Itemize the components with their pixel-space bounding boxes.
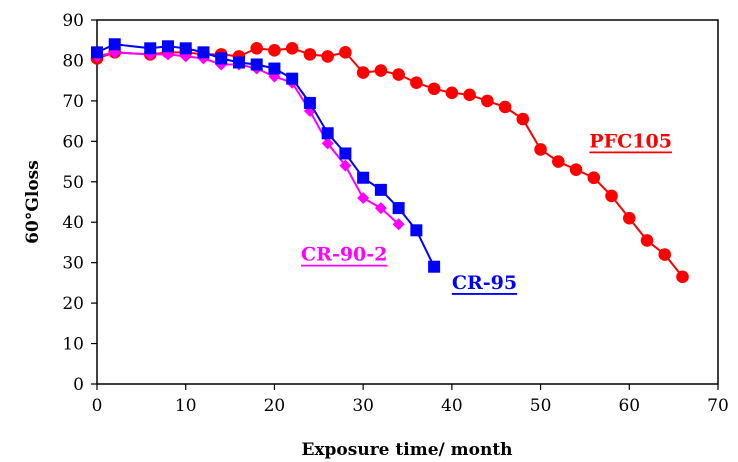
- y-tick-label: 0: [73, 375, 84, 395]
- data-point: [516, 112, 530, 126]
- data-point: [321, 137, 334, 150]
- data-point: [374, 202, 387, 215]
- data-point: [374, 64, 388, 77]
- data-point: [374, 183, 387, 196]
- data-point: [215, 58, 228, 71]
- series-label-cr-95: CR-95: [452, 272, 517, 294]
- data-point: [303, 48, 317, 61]
- data-point: [427, 82, 441, 96]
- series-label-cr-90-2: CR-90-2: [301, 244, 387, 266]
- data-point: [286, 72, 299, 85]
- data-point: [339, 46, 352, 59]
- y-tick-label: 40: [62, 213, 84, 233]
- data-point: [392, 68, 405, 81]
- y-axis-title: 60°Gloss: [23, 160, 43, 244]
- series-pfc105: [90, 42, 689, 284]
- data-point: [481, 94, 494, 108]
- data-point: [144, 42, 157, 55]
- series-label-pfc105: PFC105: [589, 130, 672, 152]
- data-point: [534, 143, 547, 156]
- x-axis-ticks: 0 10 20 30 40 50 60 70: [92, 384, 729, 416]
- data-point: [658, 248, 672, 261]
- x-axis-title: Exposure time/ month: [301, 440, 512, 460]
- data-point: [339, 147, 352, 160]
- data-point: [622, 211, 636, 225]
- data-point: [321, 50, 334, 63]
- series-labels: PFC105 CR-90-2 CR-95: [301, 130, 672, 295]
- data-point: [232, 56, 245, 69]
- data-point: [410, 76, 423, 89]
- y-tick-label: 80: [62, 51, 84, 71]
- y-tick-label: 50: [62, 173, 84, 193]
- data-point: [605, 189, 618, 203]
- data-point: [445, 86, 459, 100]
- data-point: [285, 42, 299, 55]
- data-point: [250, 58, 263, 71]
- data-point: [463, 88, 476, 102]
- data-point: [161, 40, 174, 53]
- data-point: [268, 62, 281, 75]
- x-tick-label: 30: [352, 396, 374, 416]
- x-tick-label: 0: [92, 396, 103, 416]
- data-point: [392, 202, 405, 215]
- data-point: [268, 44, 281, 57]
- x-tick-label: 60: [618, 396, 640, 416]
- series-line: [96, 51, 400, 225]
- data-point: [108, 38, 121, 51]
- data-point: [339, 159, 352, 172]
- x-tick-label: 20: [264, 396, 286, 416]
- data-point: [569, 163, 583, 176]
- series-line: [96, 47, 684, 278]
- y-axis-ticks: 0 10 20 30 40 50 60 70 80 90: [62, 11, 97, 395]
- y-tick-label: 90: [62, 11, 84, 31]
- data-point: [640, 234, 654, 247]
- data-point: [357, 191, 370, 204]
- data-point: [410, 224, 423, 237]
- data-point: [197, 46, 210, 59]
- x-tick-label: 40: [441, 396, 463, 416]
- data-point: [428, 260, 441, 273]
- data-point: [676, 270, 689, 284]
- data-point: [552, 155, 565, 168]
- data-point: [303, 96, 316, 109]
- data-point: [356, 66, 370, 79]
- plot-border: [96, 19, 719, 385]
- data-point: [91, 46, 103, 59]
- x-tick-label: 10: [175, 396, 197, 416]
- y-tick-label: 10: [62, 335, 84, 355]
- y-tick-label: 20: [62, 294, 84, 314]
- data-point: [250, 42, 263, 55]
- data-point: [179, 42, 192, 55]
- y-tick-label: 30: [62, 254, 84, 274]
- x-tick-label: 50: [530, 396, 552, 416]
- data-point: [392, 218, 405, 231]
- series-layer: [90, 38, 689, 284]
- x-tick-label: 70: [707, 396, 729, 416]
- series-line: [96, 43, 435, 268]
- series-cr-95: [91, 38, 441, 273]
- y-tick-label: 60: [62, 132, 84, 152]
- data-point: [321, 127, 334, 140]
- data-point: [498, 100, 512, 114]
- data-point: [357, 171, 370, 184]
- data-point: [587, 171, 601, 185]
- data-point: [215, 52, 228, 65]
- y-tick-label: 70: [62, 92, 84, 112]
